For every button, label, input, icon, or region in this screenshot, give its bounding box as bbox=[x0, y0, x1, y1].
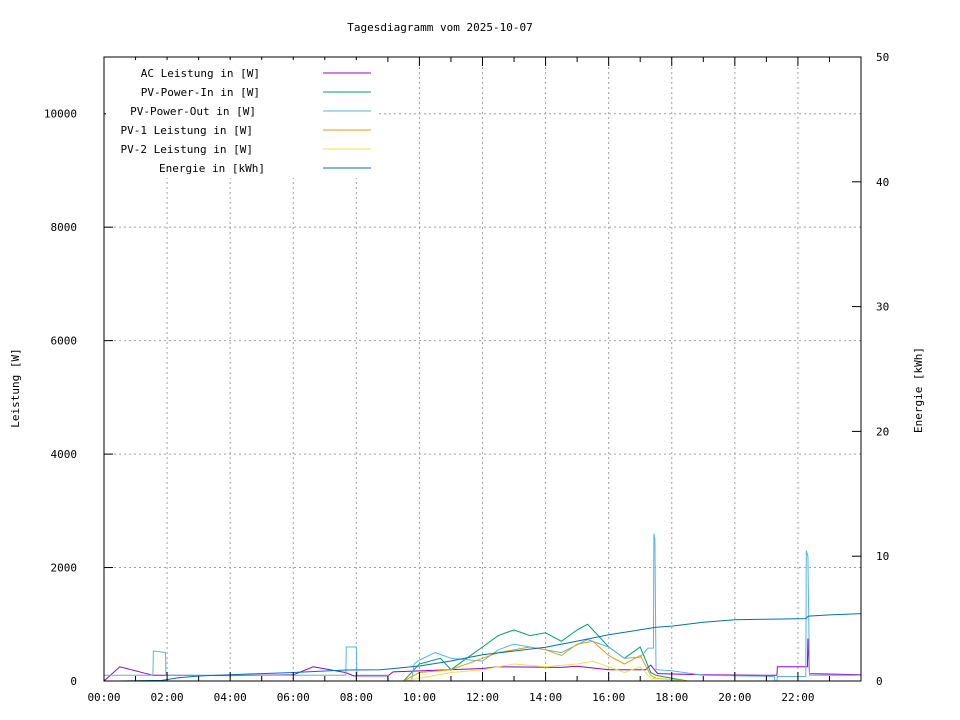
x-tick-label: 10:00 bbox=[403, 691, 436, 704]
legend-label: PV-Power-In in [W] bbox=[141, 86, 260, 99]
y-axis-label: Leistung [W] bbox=[9, 348, 22, 427]
y2-tick-label: 10 bbox=[876, 550, 889, 563]
y2-axis-label: Energie [kWh] bbox=[912, 347, 925, 433]
y-tick-label: 4000 bbox=[51, 448, 78, 461]
x-tick-label: 04:00 bbox=[214, 691, 247, 704]
x-tick-label: 08:00 bbox=[340, 691, 373, 704]
series-line-6 bbox=[117, 613, 862, 682]
y-tick-label: 10000 bbox=[44, 108, 77, 121]
x-tick-label: 02:00 bbox=[151, 691, 184, 704]
y-tick-label: 6000 bbox=[51, 335, 78, 348]
legend: AC Leistung in [W] PV-Power-In in [W] PV-P… bbox=[106, 60, 378, 178]
legend-label: AC Leistung in [W] bbox=[141, 67, 260, 80]
y2-tick-label: 40 bbox=[876, 176, 889, 189]
chart-title: Tagesdiagramm vom 2025-10-07 bbox=[347, 21, 532, 34]
x-tick-label: 14:00 bbox=[529, 691, 562, 704]
x-tick-label: 12:00 bbox=[466, 691, 499, 704]
legend-label: Energie in [kWh] bbox=[159, 162, 265, 175]
legend-label: PV-1 Leistung in [W] bbox=[121, 124, 253, 137]
x-tick-label: 22:00 bbox=[781, 691, 814, 704]
y-tick-label: 8000 bbox=[51, 221, 78, 234]
legend-background bbox=[106, 60, 378, 178]
legend-label: PV-2 Leistung in [W] bbox=[121, 143, 253, 156]
legend-label: PV-Power-Out in [W] bbox=[130, 105, 256, 118]
x-tick-label: 06:00 bbox=[277, 691, 310, 704]
series-line-4 bbox=[104, 640, 861, 682]
x-tick-label: 00:00 bbox=[87, 691, 120, 704]
series-line-5 bbox=[104, 660, 861, 682]
y2-tick-label: 0 bbox=[876, 675, 883, 688]
x-tick-label: 18:00 bbox=[655, 691, 688, 704]
x-tick-label: 16:00 bbox=[592, 691, 625, 704]
y2-tick-label: 20 bbox=[876, 425, 889, 438]
x-tick-label: 20:00 bbox=[718, 691, 751, 704]
y-tick-label: 0 bbox=[70, 675, 77, 688]
y-tick-label: 2000 bbox=[51, 562, 78, 575]
y2-tick-label: 50 bbox=[876, 51, 889, 64]
axes-ticks: 00:00 02:00 04:00 06:00 08:00 10:00 12:00 14:00… bbox=[44, 51, 889, 704]
y2-tick-label: 30 bbox=[876, 301, 889, 314]
series-line-2 bbox=[104, 623, 861, 682]
